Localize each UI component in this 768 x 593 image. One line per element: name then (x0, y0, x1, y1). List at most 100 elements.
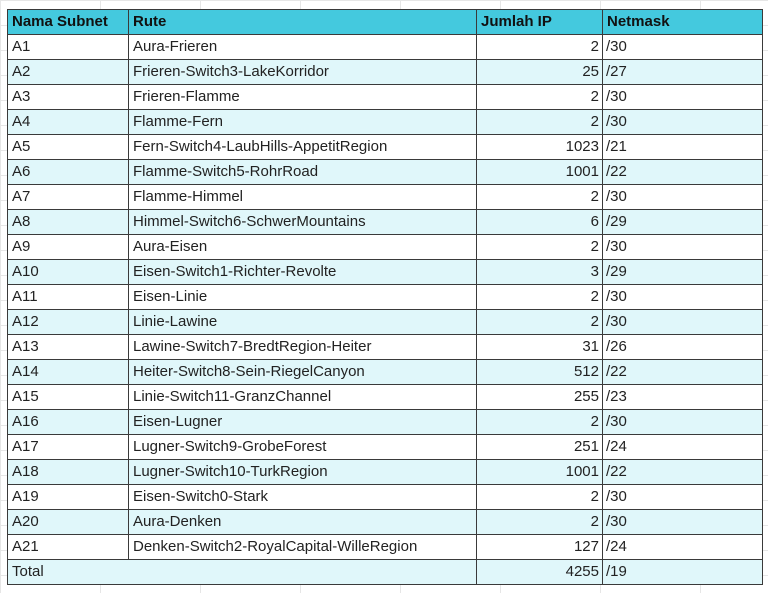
subnet-name-cell[interactable]: A9 (7, 234, 129, 260)
ip-count-cell[interactable]: 2 (476, 484, 603, 510)
table-row: A12 Linie-Lawine 2/30 (7, 309, 763, 335)
netmask-cell[interactable]: /24 (602, 434, 763, 460)
subnet-name-cell[interactable]: A15 (7, 384, 129, 410)
subnet-name-cell[interactable]: A19 (7, 484, 129, 510)
route-cell[interactable]: Linie-Lawine (128, 309, 477, 335)
route-cell[interactable]: Heiter-Switch8-Sein-RiegelCanyon (128, 359, 477, 385)
subnet-name-cell[interactable]: A1 (7, 34, 129, 60)
table-row: A20 Aura-Denken 2/30 (7, 509, 763, 535)
netmask-cell[interactable]: /23 (602, 384, 763, 410)
total-label-cell[interactable]: Total (7, 559, 477, 585)
header-jumlah-ip[interactable]: Jumlah IP (476, 9, 603, 35)
ip-count-cell[interactable]: 1023 (476, 134, 603, 160)
netmask-cell[interactable]: /21 (602, 134, 763, 160)
total-netmask-cell[interactable]: /19 (602, 559, 763, 585)
ip-count-cell[interactable]: 2 (476, 409, 603, 435)
route-cell[interactable]: Aura-Eisen (128, 234, 477, 260)
netmask-cell[interactable]: /22 (602, 459, 763, 485)
ip-count-cell[interactable]: 2 (476, 509, 603, 535)
route-cell[interactable]: Denken-Switch2-RoyalCapital-WilleRegion (128, 534, 477, 560)
ip-count-cell[interactable]: 1001 (476, 459, 603, 485)
route-cell[interactable]: Flamme-Himmel (128, 184, 477, 210)
ip-count-cell[interactable]: 255 (476, 384, 603, 410)
netmask-cell[interactable]: /29 (602, 259, 763, 285)
subnet-name-cell[interactable]: A2 (7, 59, 129, 85)
table-row: A17 Lugner-Switch9-GrobeForest 251/24 (7, 434, 763, 460)
netmask-cell[interactable]: /30 (602, 84, 763, 110)
netmask-cell[interactable]: /22 (602, 359, 763, 385)
subnet-name-cell[interactable]: A13 (7, 334, 129, 360)
route-cell[interactable]: Lugner-Switch9-GrobeForest (128, 434, 477, 460)
route-cell[interactable]: Aura-Frieren (128, 34, 477, 60)
netmask-cell[interactable]: /26 (602, 334, 763, 360)
header-nama-subnet[interactable]: Nama Subnet (7, 9, 129, 35)
netmask-cell[interactable]: /24 (602, 534, 763, 560)
subnet-table: Nama Subnet Rute Jumlah IP Netmask A1 Aur… (7, 9, 763, 585)
table-row: A19 Eisen-Switch0-Stark 2/30 (7, 484, 763, 510)
ip-count-cell[interactable]: 512 (476, 359, 603, 385)
ip-count-cell[interactable]: 1001 (476, 159, 603, 185)
ip-count-cell[interactable]: 2 (476, 109, 603, 135)
route-cell[interactable]: Flamme-Switch5-RohrRoad (128, 159, 477, 185)
subnet-name-cell[interactable]: A14 (7, 359, 129, 385)
subnet-name-cell[interactable]: A16 (7, 409, 129, 435)
ip-count-cell[interactable]: 127 (476, 534, 603, 560)
route-cell[interactable]: Flamme-Fern (128, 109, 477, 135)
netmask-cell[interactable]: /30 (602, 284, 763, 310)
subnet-name-cell[interactable]: A4 (7, 109, 129, 135)
route-cell[interactable]: Linie-Switch11-GranzChannel (128, 384, 477, 410)
subnet-name-cell[interactable]: A17 (7, 434, 129, 460)
route-cell[interactable]: Aura-Denken (128, 509, 477, 535)
subnet-name-cell[interactable]: A3 (7, 84, 129, 110)
subnet-name-cell[interactable]: A12 (7, 309, 129, 335)
subnet-name-cell[interactable]: A5 (7, 134, 129, 160)
route-cell[interactable]: Frieren-Flamme (128, 84, 477, 110)
ip-count-cell[interactable]: 2 (476, 84, 603, 110)
total-ip-cell[interactable]: 4255 (476, 559, 603, 585)
netmask-cell[interactable]: /30 (602, 484, 763, 510)
table-row: A15 Linie-Switch11-GranzChannel 255/23 (7, 384, 763, 410)
netmask-cell[interactable]: /30 (602, 409, 763, 435)
route-cell[interactable]: Eisen-Switch1-Richter-Revolte (128, 259, 477, 285)
ip-count-cell[interactable]: 2 (476, 184, 603, 210)
route-cell[interactable]: Lugner-Switch10-TurkRegion (128, 459, 477, 485)
subnet-name-cell[interactable]: A18 (7, 459, 129, 485)
ip-count-cell[interactable]: 31 (476, 334, 603, 360)
header-netmask[interactable]: Netmask (602, 9, 763, 35)
netmask-cell[interactable]: /30 (602, 509, 763, 535)
ip-count-cell[interactable]: 6 (476, 209, 603, 235)
ip-count-cell[interactable]: 251 (476, 434, 603, 460)
route-cell[interactable]: Fern-Switch4-LaubHills-AppetitRegion (128, 134, 477, 160)
subnet-name-cell[interactable]: A20 (7, 509, 129, 535)
route-cell[interactable]: Eisen-Linie (128, 284, 477, 310)
ip-count-cell[interactable]: 2 (476, 234, 603, 260)
table-row: A16 Eisen-Lugner 2/30 (7, 409, 763, 435)
table-row: A14 Heiter-Switch8-Sein-RiegelCanyon 512/2… (7, 359, 763, 385)
netmask-cell[interactable]: /30 (602, 309, 763, 335)
subnet-name-cell[interactable]: A10 (7, 259, 129, 285)
netmask-cell[interactable]: /27 (602, 59, 763, 85)
ip-count-cell[interactable]: 3 (476, 259, 603, 285)
netmask-cell[interactable]: /30 (602, 34, 763, 60)
netmask-cell[interactable]: /30 (602, 234, 763, 260)
ip-count-cell[interactable]: 2 (476, 34, 603, 60)
subnet-name-cell[interactable]: A7 (7, 184, 129, 210)
subnet-name-cell[interactable]: A21 (7, 534, 129, 560)
route-cell[interactable]: Eisen-Lugner (128, 409, 477, 435)
header-rute[interactable]: Rute (128, 9, 477, 35)
route-cell[interactable]: Himmel-Switch6-SchwerMountains (128, 209, 477, 235)
ip-count-cell[interactable]: 2 (476, 284, 603, 310)
ip-count-cell[interactable]: 25 (476, 59, 603, 85)
subnet-name-cell[interactable]: A6 (7, 159, 129, 185)
netmask-cell[interactable]: /30 (602, 184, 763, 210)
subnet-name-cell[interactable]: A8 (7, 209, 129, 235)
subnet-name-cell[interactable]: A11 (7, 284, 129, 310)
netmask-cell[interactable]: /22 (602, 159, 763, 185)
route-cell[interactable]: Lawine-Switch7-BredtRegion-Heiter (128, 334, 477, 360)
route-cell[interactable]: Frieren-Switch3-LakeKorridor (128, 59, 477, 85)
route-cell[interactable]: Eisen-Switch0-Stark (128, 484, 477, 510)
netmask-cell[interactable]: /30 (602, 109, 763, 135)
netmask-cell[interactable]: /29 (602, 209, 763, 235)
ip-count-cell[interactable]: 2 (476, 309, 603, 335)
